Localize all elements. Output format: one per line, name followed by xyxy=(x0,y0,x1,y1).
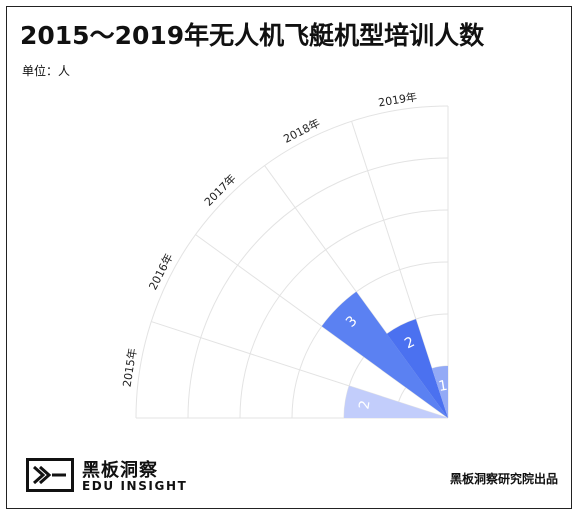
chart-bars xyxy=(321,291,448,418)
category-label: 2016年 xyxy=(146,251,176,292)
frame xyxy=(6,6,572,509)
brand: 黑板洞察 EDU INSIGHT xyxy=(26,456,226,496)
brand-logo-icon xyxy=(26,458,74,492)
bar-sector xyxy=(431,366,448,418)
value-label: 1 xyxy=(437,378,448,395)
grid-arc xyxy=(239,209,449,419)
value-label: 2 xyxy=(356,399,373,410)
brand-name-en: EDU INSIGHT xyxy=(82,479,188,493)
chart-category-labels: 2015年 2016年 2017年 2018年 2019年 xyxy=(120,90,418,388)
unit-label: 单位：人 xyxy=(22,64,71,78)
category-label: 2017年 xyxy=(201,171,238,208)
bar-sector xyxy=(321,291,448,418)
grid-arc xyxy=(187,157,449,419)
category-label: 2015年 xyxy=(120,347,140,388)
credit-text: 黑板洞察研究院出品 xyxy=(449,472,558,486)
bar-sector xyxy=(344,385,448,418)
grid-arc xyxy=(135,105,449,419)
category-label: 2018年 xyxy=(281,116,322,146)
category-label: 2019年 xyxy=(377,90,418,110)
bar-sector xyxy=(386,319,448,418)
grid-spoke xyxy=(151,321,449,419)
brand-name: 黑板洞察 xyxy=(82,460,158,481)
chart-title: 2015～2019年无人机飞艇机型培训人数 xyxy=(20,21,485,50)
